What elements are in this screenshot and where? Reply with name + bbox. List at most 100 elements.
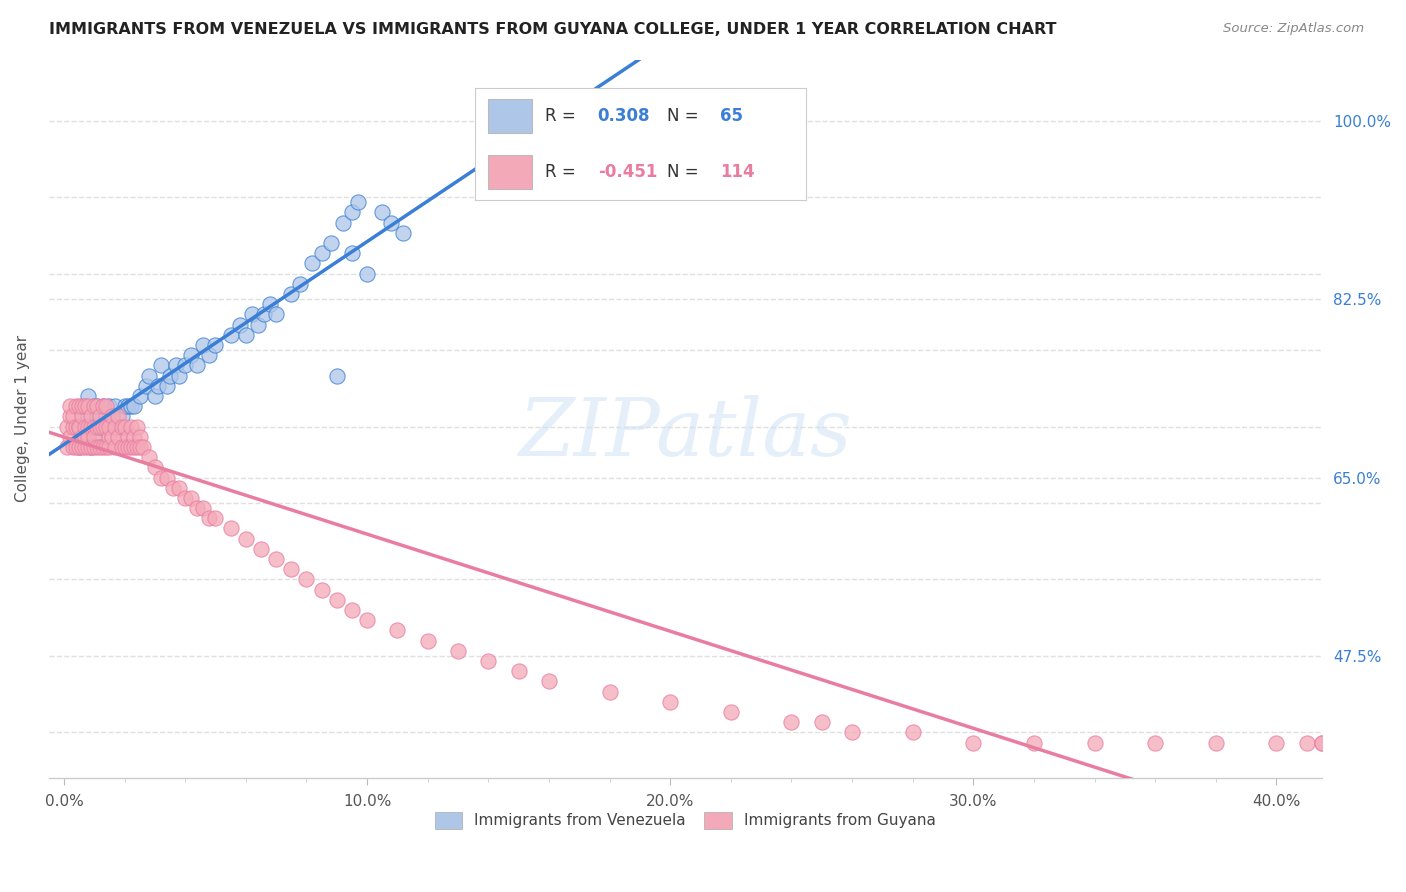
Point (107, 409, 129, 424)
Point (125, 440, 148, 454)
Point (325, 368, 347, 383)
Point (120, 440, 142, 454)
Point (1144, 735, 1167, 749)
Point (77, 430, 100, 444)
Point (599, 684, 621, 698)
Point (1310, 735, 1333, 749)
Point (96, 440, 118, 454)
Point (110, 419, 132, 434)
Point (720, 705, 742, 719)
Point (56, 419, 79, 434)
Point (89, 409, 111, 424)
Point (149, 359, 172, 373)
Point (167, 481, 190, 495)
Point (96, 419, 118, 434)
Point (167, 368, 190, 383)
Point (198, 348, 221, 362)
Point (70, 399, 93, 413)
Point (1083, 735, 1105, 749)
Point (122, 399, 145, 413)
Point (75, 440, 97, 454)
Point (91, 399, 114, 413)
Point (135, 378, 157, 392)
Point (332, 216, 354, 230)
Point (89, 419, 111, 434)
Point (128, 389, 150, 403)
Point (1205, 735, 1227, 749)
Point (204, 338, 226, 352)
Point (77, 389, 100, 403)
Point (1022, 735, 1045, 749)
Point (1295, 735, 1317, 749)
Point (86, 440, 108, 454)
Point (114, 419, 136, 434)
Point (186, 359, 208, 373)
Point (174, 491, 197, 505)
Point (198, 511, 221, 525)
Point (193, 338, 215, 352)
Point (143, 460, 166, 475)
Point (104, 440, 127, 454)
Point (962, 735, 984, 749)
Point (98, 419, 121, 434)
Point (62, 409, 84, 424)
Point (301, 256, 323, 270)
Point (67, 440, 90, 454)
Point (290, 277, 312, 291)
Point (107, 419, 129, 434)
Point (149, 470, 172, 484)
Point (156, 378, 179, 392)
Point (114, 399, 136, 413)
Point (96, 399, 118, 413)
Point (235, 532, 257, 546)
Point (75, 419, 97, 434)
Point (77, 399, 100, 413)
Point (416, 633, 439, 648)
Point (325, 592, 347, 607)
Point (165, 359, 187, 373)
Point (240, 308, 263, 322)
Point (156, 470, 179, 484)
Point (120, 419, 142, 434)
Point (117, 399, 139, 413)
Point (250, 541, 273, 556)
Point (98, 430, 121, 444)
Point (117, 430, 139, 444)
Point (75, 399, 97, 413)
Point (98, 419, 121, 434)
Point (80, 409, 103, 424)
Point (311, 582, 333, 597)
Point (75, 399, 97, 413)
Point (59, 399, 82, 413)
Point (59, 409, 82, 424)
Point (235, 327, 257, 342)
Text: IMMIGRANTS FROM VENEZUELA VS IMMIGRANTS FROM GUYANA COLLEGE, UNDER 1 YEAR CORREL: IMMIGRANTS FROM VENEZUELA VS IMMIGRANTS … (49, 22, 1057, 37)
Point (128, 430, 150, 444)
Point (1310, 735, 1333, 749)
Point (86, 419, 108, 434)
Point (104, 399, 127, 413)
Point (138, 368, 160, 383)
Point (138, 450, 160, 464)
Point (98, 440, 121, 454)
Point (89, 409, 111, 424)
Point (65, 419, 87, 434)
Point (67, 399, 90, 413)
Legend: Immigrants from Venezuela, Immigrants from Guyana: Immigrants from Venezuela, Immigrants fr… (429, 805, 942, 835)
Point (264, 552, 287, 566)
Point (159, 368, 181, 383)
Point (117, 440, 139, 454)
Point (59, 430, 82, 444)
Point (356, 267, 378, 281)
Point (508, 664, 530, 678)
Point (146, 378, 169, 392)
Point (841, 725, 863, 739)
Point (380, 216, 402, 230)
Point (280, 287, 302, 301)
Point (219, 521, 242, 535)
Point (186, 501, 208, 516)
Point (132, 440, 155, 454)
Point (83, 419, 105, 434)
Point (810, 715, 832, 730)
Point (83, 440, 105, 454)
